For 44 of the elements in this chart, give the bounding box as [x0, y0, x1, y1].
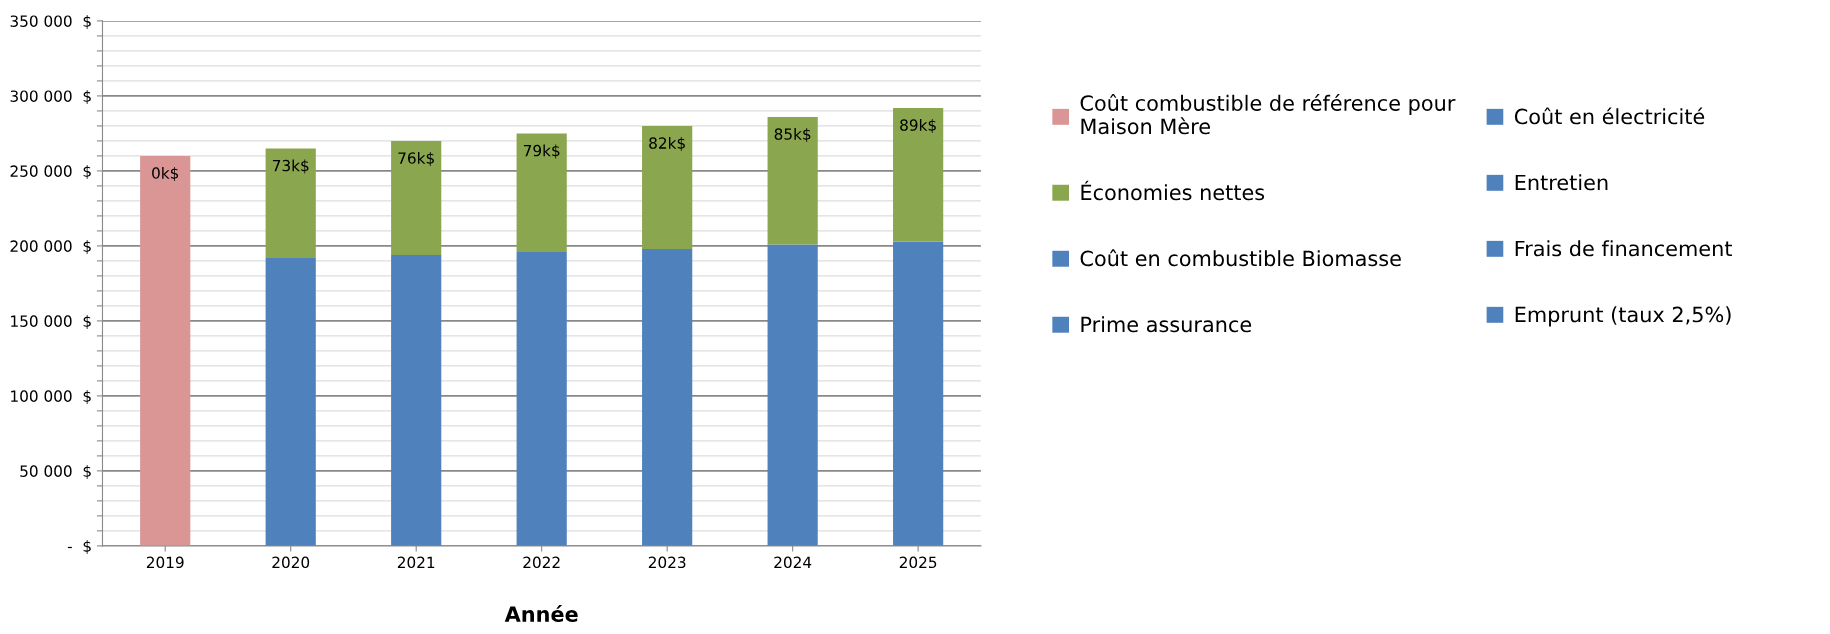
bar: [767, 244, 818, 546]
x-axis-title: Année: [504, 604, 578, 622]
x-tick-label: 2021: [397, 556, 435, 569]
bar: [516, 133, 567, 252]
x-tick-label: 2020: [272, 556, 310, 569]
legend-label: Économies nettes: [1081, 180, 1265, 201]
legend-label: Emprunt (taux 2,5%): [1515, 306, 1731, 327]
x-tick-label: 2022: [523, 556, 560, 569]
bar: [391, 254, 442, 546]
y-tick-label: - $: [67, 540, 91, 554]
bar: [516, 251, 567, 546]
data-label: 89k$: [900, 119, 936, 133]
bar: [265, 148, 316, 258]
y-tick-label: 150 000 $: [11, 315, 91, 329]
legend-label: Frais de financement: [1515, 240, 1732, 257]
data-label: 79k$: [523, 144, 560, 159]
bar: [893, 107, 944, 242]
bar: [893, 241, 944, 546]
legend-label: Coût combustible de référence pour Maison Mère: [1080, 94, 1456, 135]
x-tick-label: 2019: [146, 556, 184, 569]
bar: [391, 140, 442, 255]
y-tick-label: 250 000 $: [10, 165, 91, 179]
y-tick-label: 200 000 $: [10, 240, 91, 254]
data-label: 85k$: [774, 128, 811, 142]
y-tick-label: 100 000 $: [11, 390, 91, 404]
y-tick-label: 300 000 $: [10, 90, 91, 104]
legend-label: Entretien: [1515, 174, 1608, 191]
x-tick-label: 2023: [648, 556, 686, 569]
bar: [265, 257, 316, 546]
data-label: 0k$: [152, 167, 179, 181]
data-label: 82k$: [649, 137, 685, 151]
bar: [767, 116, 818, 245]
y-tick-label: 50 000 $: [20, 465, 91, 479]
y-tick-label: 350 000 $: [10, 15, 91, 29]
bar: [140, 155, 191, 546]
legend-label: Prime assurance: [1081, 316, 1252, 333]
x-tick-label: 2025: [899, 556, 937, 569]
bar: [642, 125, 693, 249]
data-label: 73k$: [272, 159, 309, 174]
data-label: 76k$: [398, 152, 434, 166]
legend-label: Coût en électricité: [1514, 107, 1705, 125]
x-tick-label: 2024: [774, 556, 812, 569]
bar: [642, 248, 693, 546]
legend-label: Coût en combustible Biomasse: [1080, 249, 1401, 267]
